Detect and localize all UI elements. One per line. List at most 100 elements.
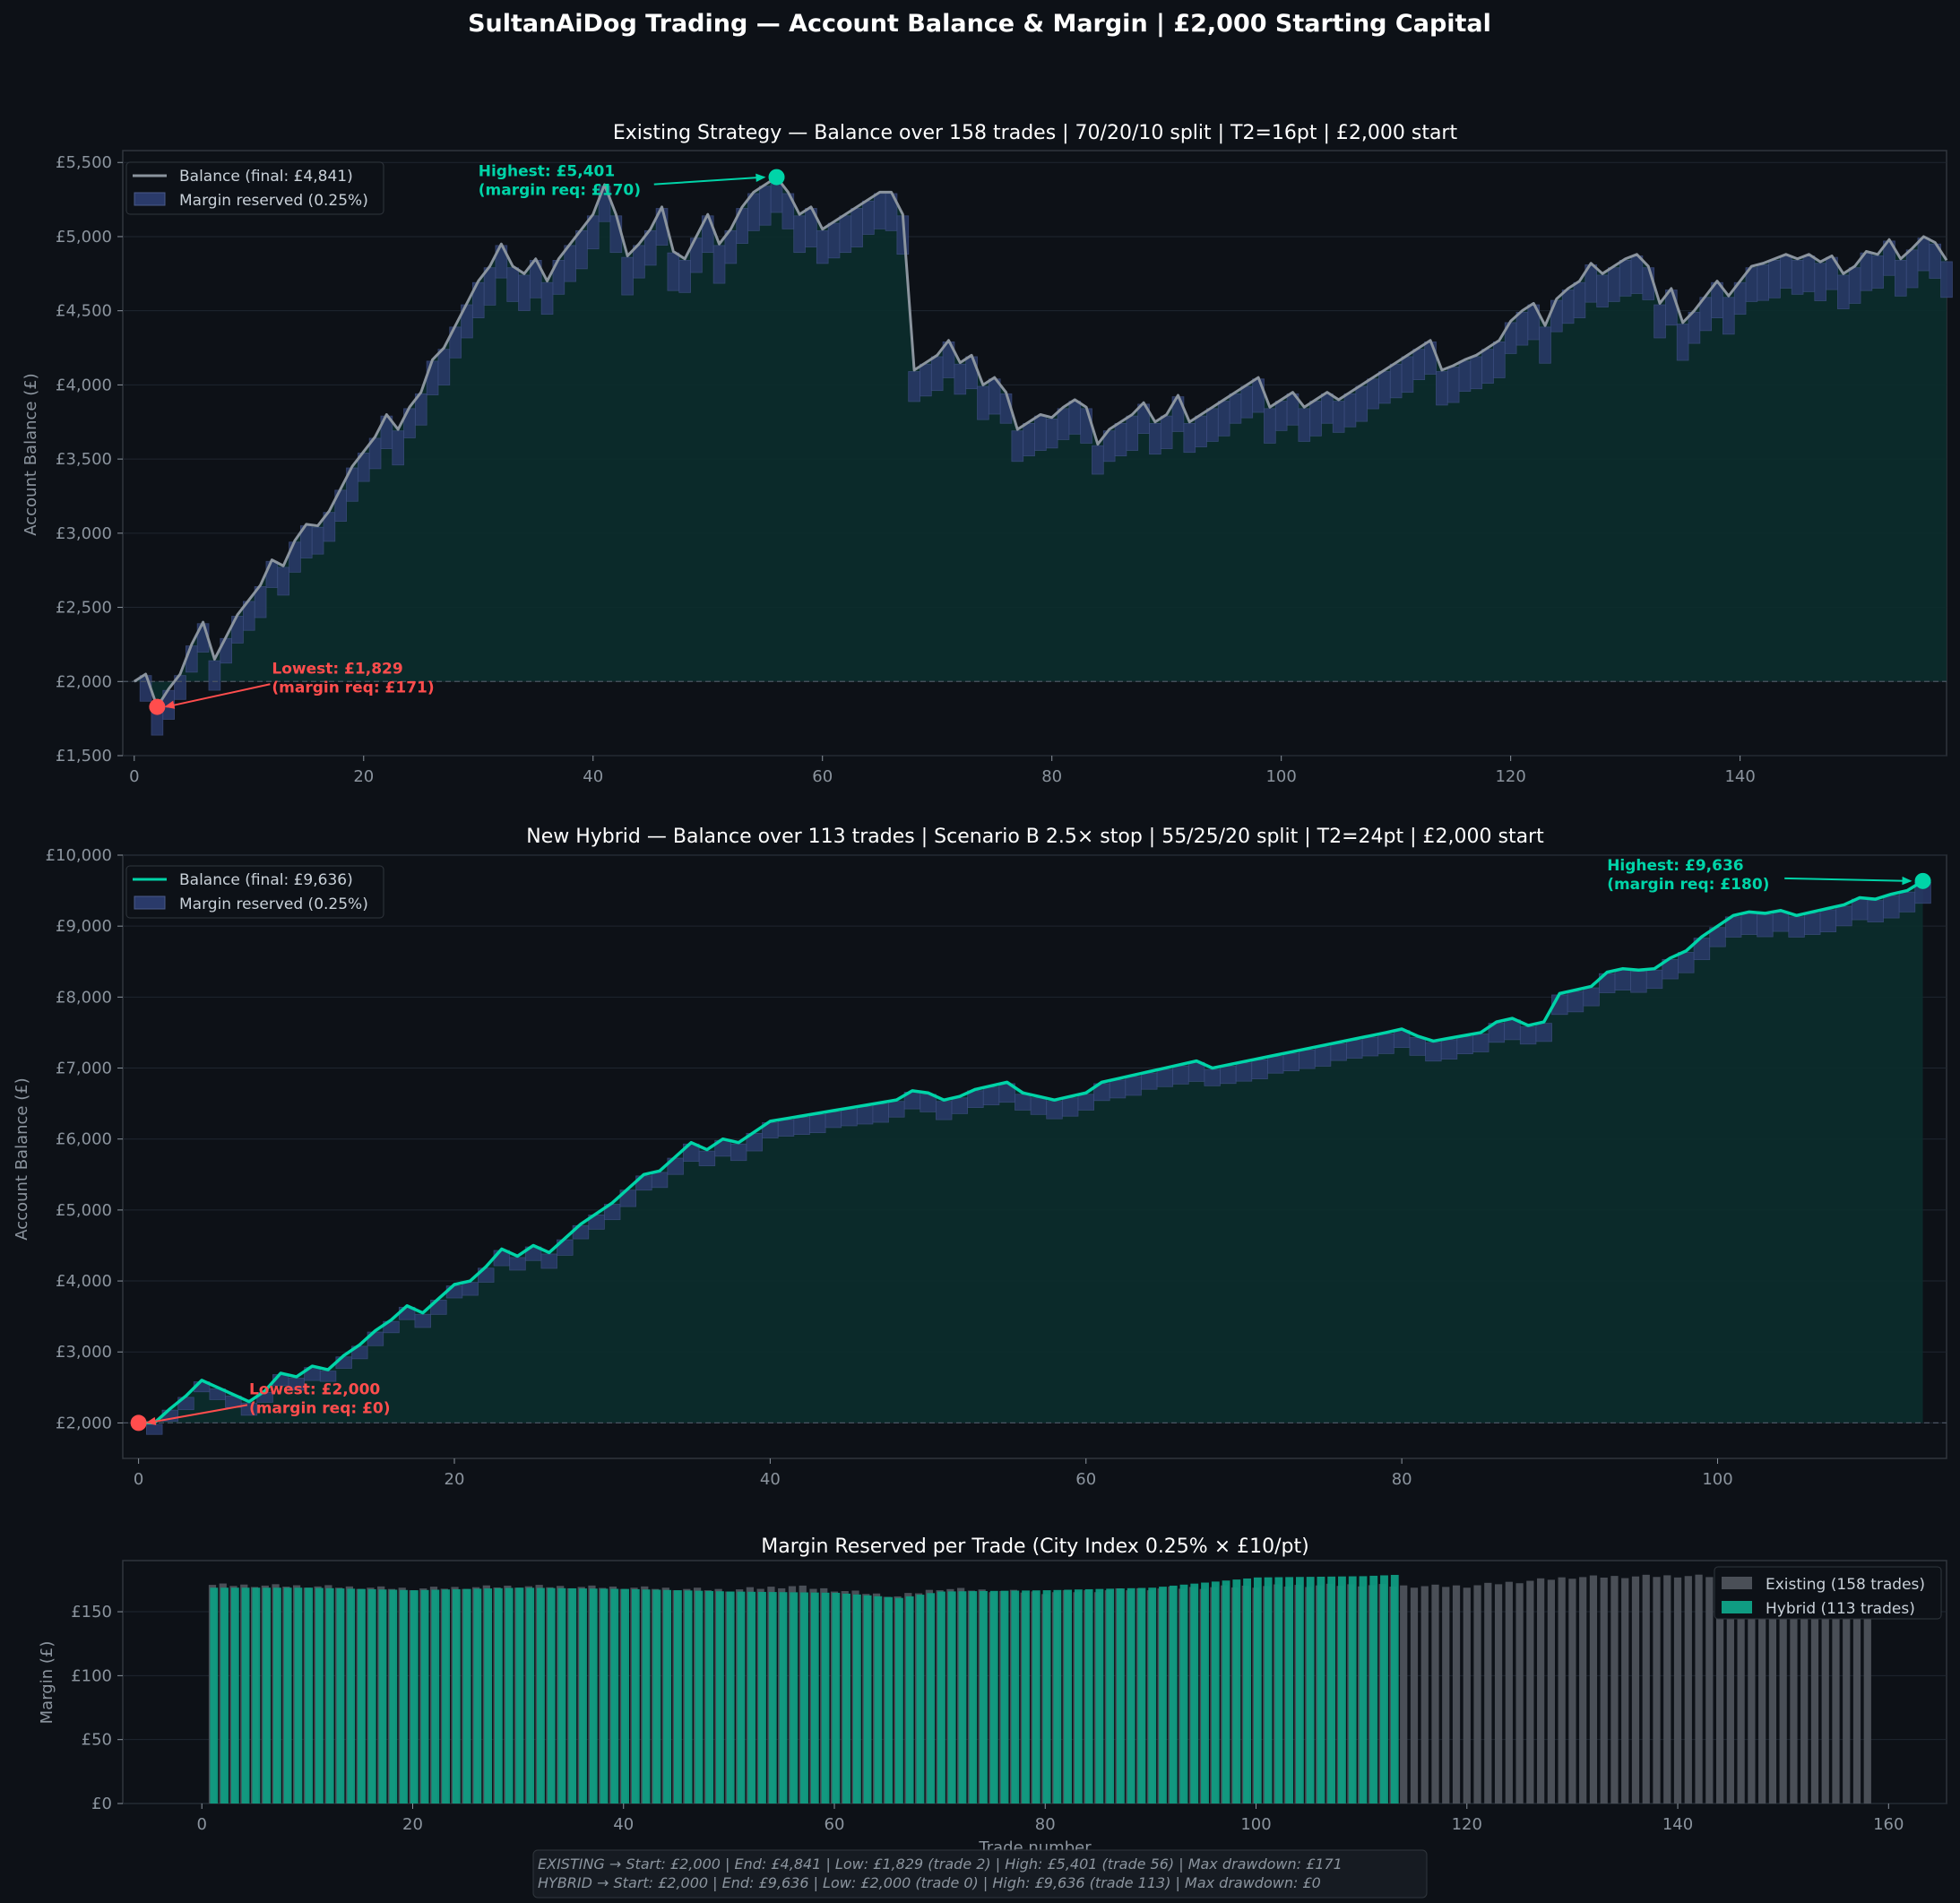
- p1-margin-block: [1229, 393, 1242, 424]
- p3-xtick-label: 120: [1452, 1815, 1482, 1834]
- p2-xtick-label: 100: [1702, 1470, 1732, 1489]
- p3-xtick-label: 80: [1035, 1815, 1056, 1834]
- hybrid-margin-bar: [663, 1589, 672, 1804]
- p1-margin-block: [437, 349, 451, 385]
- p1-margin-block: [1343, 393, 1357, 428]
- p2-margin-block: [1472, 1034, 1489, 1052]
- p2-margin-block: [509, 1257, 526, 1271]
- p3-data-layer: [208, 1574, 1871, 1804]
- p2-margin-block: [825, 1112, 842, 1129]
- existing-margin-bar: [1526, 1580, 1534, 1804]
- p3-xtick-label: 140: [1662, 1815, 1693, 1834]
- existing-legend-margin-swatch: [134, 192, 166, 206]
- existing-margin-bar: [1726, 1578, 1734, 1804]
- summary-hybrid: HYBRID → Start: £2,000 | End: £9,636 | L…: [538, 1874, 1321, 1891]
- p1-annotation-marker-high: [768, 169, 785, 186]
- hybrid-margin-bar: [927, 1593, 936, 1804]
- existing-margin-bar: [1463, 1587, 1471, 1804]
- p2-margin-block: [1030, 1097, 1048, 1115]
- existing-y-axis-label: Account Balance (£): [22, 373, 40, 535]
- p1-margin-block: [506, 267, 519, 302]
- hybrid-margin-bar: [863, 1595, 872, 1804]
- hybrid-legend: Balance (final: £9,636) Margin reserved …: [125, 865, 384, 919]
- p2-margin-block: [1740, 913, 1757, 935]
- p2-ytick-label: £9,000: [56, 917, 112, 936]
- hybrid-margin-bar: [1359, 1576, 1368, 1804]
- existing-margin-bar: [1400, 1585, 1408, 1804]
- p1-margin-block: [1515, 311, 1529, 346]
- existing-margin-bar: [1852, 1578, 1861, 1804]
- existing-margin-bar: [1600, 1577, 1608, 1804]
- hybrid-margin-bar: [1084, 1588, 1093, 1804]
- hybrid-margin-bar: [1179, 1584, 1188, 1804]
- p1-margin-block: [1780, 255, 1792, 289]
- p1-margin-block: [908, 371, 920, 402]
- p1-annotation-arrow-low: [166, 683, 271, 708]
- hybrid-margin-bar: [272, 1587, 281, 1804]
- p1-margin-block: [1895, 260, 1907, 297]
- hybrid-margin-bar: [1042, 1590, 1051, 1804]
- p1-margin-block: [1401, 356, 1414, 394]
- p2-margin-block: [651, 1172, 669, 1189]
- p1-ytick-label: £5,000: [56, 228, 112, 247]
- p1-margin-block: [1561, 290, 1575, 324]
- p2-margin-block: [982, 1086, 1000, 1106]
- hybrid-margin-bar: [1243, 1578, 1251, 1804]
- p1-margin-block: [1023, 423, 1035, 457]
- p1-margin-block: [1837, 274, 1850, 309]
- existing-margin-bar: [1800, 1576, 1809, 1804]
- hybrid-margin-bar: [325, 1587, 334, 1804]
- p1-margin-block: [1011, 430, 1024, 463]
- p2-margin-block: [1504, 1019, 1521, 1041]
- hybrid-margin-bar: [347, 1588, 356, 1804]
- hybrid-y-axis-label: Account Balance (£): [13, 1077, 31, 1240]
- hybrid-margin-bar: [958, 1591, 967, 1804]
- p1-margin-block: [633, 245, 645, 279]
- hybrid-margin-bar: [1095, 1588, 1104, 1804]
- existing-legend-balance: Balance (final: £4,841): [179, 168, 353, 186]
- p1-margin-block: [1723, 297, 1735, 335]
- p2-margin-block: [1220, 1066, 1237, 1085]
- p1-margin-block: [758, 186, 772, 226]
- hybrid-margin-bar: [1053, 1589, 1062, 1804]
- existing-margin-bar: [1653, 1577, 1661, 1804]
- p2-margin-block: [841, 1109, 858, 1127]
- summary-existing: EXISTING → Start: £2,000 | End: £4,841 |…: [538, 1855, 1343, 1873]
- p1-margin-block: [1332, 401, 1345, 433]
- p2-margin-block: [1519, 1026, 1537, 1045]
- hybrid-margin-bar: [600, 1588, 609, 1804]
- p1-margin-block: [1688, 311, 1701, 344]
- hybrid-margin-bar: [410, 1590, 419, 1804]
- p2-margin-block: [1061, 1097, 1079, 1117]
- p2-ytick-label: £8,000: [56, 988, 112, 1007]
- hybrid-margin-bar: [874, 1596, 883, 1804]
- hybrid-margin-bar: [642, 1589, 651, 1804]
- p3-xtick-label: 0: [196, 1815, 206, 1834]
- existing-margin-bar: [1663, 1575, 1671, 1804]
- p1-margin-block: [1630, 255, 1644, 294]
- p1-margin-block: [1298, 408, 1311, 442]
- hybrid-margin-bar: [230, 1587, 239, 1804]
- p2-margin-block: [872, 1103, 889, 1123]
- p1-xtick-label: 0: [129, 767, 139, 786]
- hybrid-margin-bar: [989, 1590, 998, 1804]
- p2-margin-block: [1377, 1034, 1394, 1054]
- hybrid-margin-bar: [1064, 1589, 1073, 1804]
- p1-margin-block: [930, 356, 944, 392]
- p1-margin-block: [1309, 401, 1322, 437]
- hybrid-margin-bar: [894, 1597, 903, 1804]
- p1-margin-block: [1057, 408, 1070, 440]
- p1-margin-block: [1321, 393, 1334, 424]
- p2-margin-block: [1678, 952, 1695, 973]
- hybrid-margin-bar: [947, 1591, 956, 1804]
- hybrid-margin-bar: [1232, 1579, 1241, 1804]
- p2-ytick-label: £2,000: [56, 1414, 112, 1432]
- p1-margin-block: [678, 260, 691, 293]
- p2-margin-block: [1314, 1046, 1332, 1067]
- p2-margin-block: [1299, 1050, 1316, 1069]
- hybrid-margin-bar: [389, 1589, 398, 1804]
- existing-legend: Balance (final: £4,841) Margin reserved …: [125, 161, 384, 215]
- p1-margin-block: [965, 356, 978, 390]
- existing-margin-bar: [1558, 1577, 1566, 1804]
- existing-margin-bar: [1484, 1582, 1492, 1804]
